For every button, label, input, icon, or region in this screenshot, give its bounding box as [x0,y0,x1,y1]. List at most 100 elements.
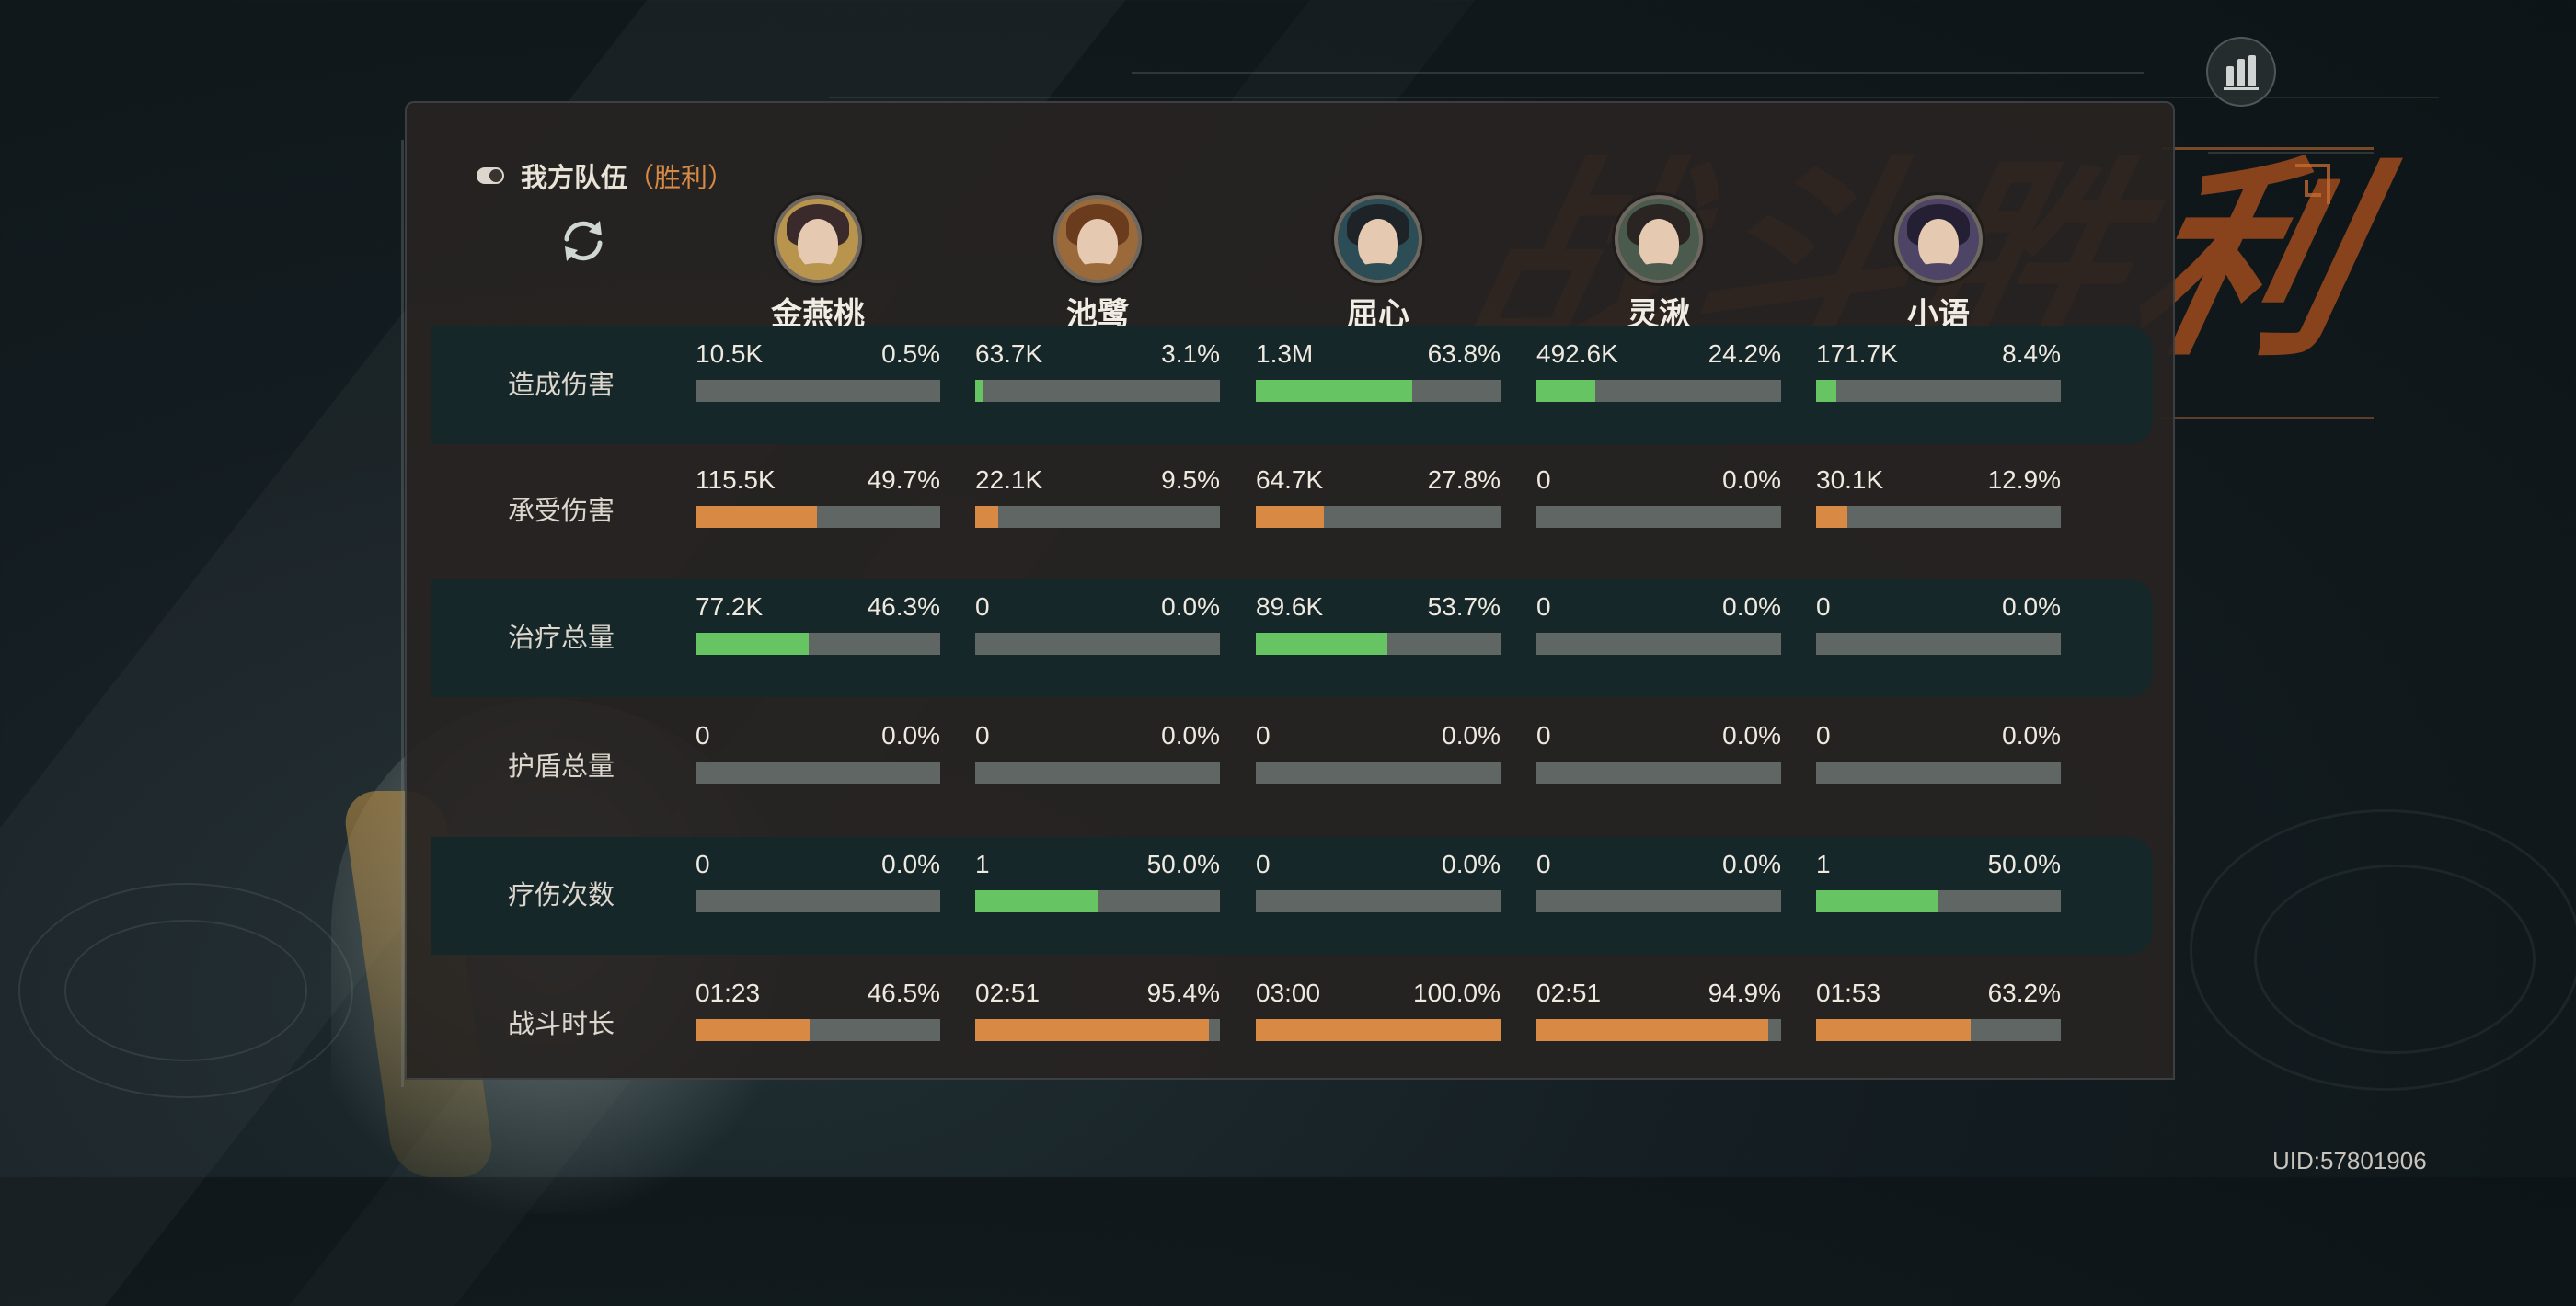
stat-cell: 63.7K 3.1% [975,338,1220,402]
stat-bar [696,506,940,528]
stat-row: 造成伤害 10.5K 0.5% 63.7K 3.1% 1.3M 63.8% 492.6K 24.… [431,326,2153,444]
hero-3[interactable]: 屈心 [1286,195,1470,334]
hero-avatar[interactable] [1053,195,1142,283]
stat-cell: 30.1K 12.9% [1816,464,2061,528]
stat-bar [975,633,1220,655]
hero-name: 金燕桃 [771,297,865,332]
stat-bar [1536,1019,1781,1041]
stat-bar [975,380,1220,402]
corner-ornament-icon [2295,164,2330,204]
hero-5[interactable]: 小语 [1846,195,2030,334]
hero-name: 屈心 [1347,297,1409,332]
stat-percent: 12.9% [1987,465,2061,494]
stat-cell: 89.6K 53.7% [1256,590,1501,655]
stat-cell: 0 0.0% [1536,719,1781,784]
stat-percent: 3.1% [1161,339,1220,368]
stat-bar-fill [975,380,983,402]
stat-value: 89.6K [1256,592,1324,621]
stat-percent: 0.0% [1442,721,1501,750]
stat-percent: 49.7% [867,465,940,494]
stat-bar [1816,762,2061,784]
stat-bar [696,762,940,784]
stat-bar [1256,633,1501,655]
stat-row: 疗伤次数 0 0.0% 1 50.0% 0 0.0% 0 0.0% 1 50.0% [431,837,2153,955]
stat-bar-fill [1816,1019,1972,1041]
stat-value: 64.7K [1256,465,1324,494]
stat-value: 02:51 [975,979,1041,1007]
stat-bar [1256,380,1501,402]
stat-value: 22.1K [975,465,1043,494]
stat-value: 0 [1816,721,1831,750]
stat-percent: 94.9% [1708,979,1781,1007]
bar-chart-icon [2224,55,2259,90]
stat-bar [975,890,1220,912]
stat-percent: 8.4% [2002,339,2061,368]
hero-avatar[interactable] [774,195,862,283]
user-id: UID:57801906 [2272,1147,2427,1174]
stat-cell: 02:51 94.9% [1536,977,1781,1041]
stat-percent: 63.2% [1987,979,2061,1007]
stat-cell: 0 0.0% [1816,590,2061,655]
refresh-icon[interactable] [554,212,613,270]
stat-bar-fill [1816,380,1837,402]
stat-value: 1 [1816,850,1831,878]
stat-bar-fill [1816,890,1938,912]
stat-cell: 171.7K 8.4% [1816,338,2061,402]
stat-value: 01:53 [1816,979,1881,1007]
stat-cell: 1 50.0% [975,848,1220,912]
battle-stats-panel: 我方队伍 （胜利） 金燕桃 池鹭 屈心 灵湫 小语 造成伤害 10.5K 0.5% 63.7K… [401,101,2175,1087]
hero-1[interactable]: 金燕桃 [726,195,910,334]
stat-percent: 24.2% [1708,339,1781,368]
background-ring [64,920,307,1061]
stat-value: 30.1K [1816,465,1884,494]
stat-bar [1816,633,2061,655]
hero-4[interactable]: 灵湫 [1567,195,1751,334]
toggle-icon[interactable] [477,167,504,184]
stat-label: 承受伤害 [508,497,615,526]
stat-bar [975,762,1220,784]
stat-cell: 115.5K 49.7% [696,464,940,528]
stat-cell: 0 0.0% [696,848,940,912]
stat-percent: 0.5% [881,339,940,368]
stat-value: 77.2K [696,592,764,621]
stat-value: 02:51 [1536,979,1602,1007]
stat-bar-fill [1256,1019,1501,1041]
stat-value: 0 [1536,465,1551,494]
stat-value: 0 [696,850,710,878]
stat-value: 492.6K [1536,339,1618,368]
stat-percent: 95.4% [1146,979,1220,1007]
stat-percent: 0.0% [1161,721,1220,750]
stat-bar-fill [1816,506,1848,528]
stat-value: 0 [1256,721,1271,750]
stat-percent: 100.0% [1413,979,1501,1007]
hero-avatar[interactable] [1894,195,1983,283]
stat-value: 1 [975,850,990,878]
hero-name: 灵湫 [1627,297,1690,332]
stat-label: 战斗时长 [508,1010,615,1039]
stat-row: 治疗总量 77.2K 46.3% 0 0.0% 89.6K 53.7% 0 0.0% 0 0.0% [431,579,2153,697]
stat-value: 0 [975,721,990,750]
stat-bar-fill [1256,380,1412,402]
stat-label: 造成伤害 [508,371,615,400]
stat-value: 0 [696,721,710,750]
stat-percent: 0.0% [881,850,940,878]
stat-value: 63.7K [975,339,1043,368]
stat-bar [975,506,1220,528]
stat-cell: 0 0.0% [1536,464,1781,528]
stat-cell: 01:53 63.2% [1816,977,2061,1041]
stat-bar [1536,633,1781,655]
hero-avatar[interactable] [1334,195,1422,283]
stat-percent: 0.0% [1722,592,1781,621]
hero-name: 池鹭 [1066,297,1129,332]
stat-bar-fill [696,633,810,655]
stat-cell: 01:23 46.5% [696,977,940,1041]
stat-percent: 46.3% [867,592,940,621]
stats-button[interactable] [2206,37,2276,107]
stat-cell: 0 0.0% [1256,719,1501,784]
hero-2[interactable]: 池鹭 [1006,195,1190,334]
hero-name: 小语 [1907,297,1970,332]
stat-bar [1256,506,1501,528]
hero-avatar[interactable] [1615,195,1703,283]
stat-percent: 0.0% [1722,721,1781,750]
background-swirl [2190,809,2576,1091]
